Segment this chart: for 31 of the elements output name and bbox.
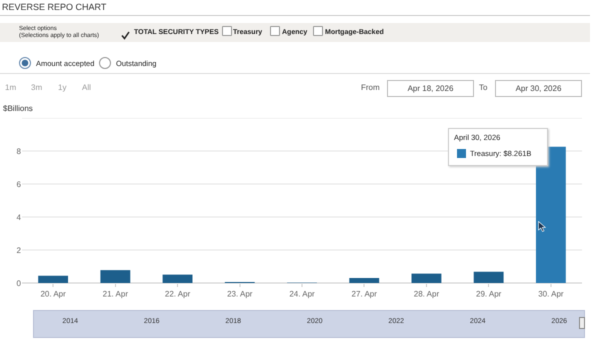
x-tick-label: 23. Apr: [227, 290, 253, 299]
y-tick-label: 0: [16, 278, 22, 288]
x-tick-label: 20. Apr: [40, 290, 66, 299]
y-tick-label: 4: [16, 212, 22, 222]
x-tick-label: 24. Apr: [289, 290, 316, 299]
text: 1y: [58, 83, 66, 92]
bar: [474, 272, 504, 283]
x-tick-label: 21. Apr: [102, 290, 128, 299]
y-tick-label: 2: [16, 246, 22, 255]
y-tick-label: 8: [16, 146, 22, 156]
text: 3m: [31, 83, 42, 92]
bar: [100, 270, 130, 283]
y-axis-title: $Billions: [3, 104, 33, 113]
y-tick-label: 6: [16, 180, 22, 189]
bar: [162, 274, 192, 283]
x-tick-label: 22. Apr: [164, 290, 191, 299]
bar: [349, 278, 380, 283]
x-tick-label: 28. Apr: [414, 290, 440, 299]
text: Apr 30, 2026: [495, 80, 582, 97]
text: From: [361, 83, 380, 92]
x-tick-label: 27. Apr: [352, 290, 378, 299]
text: Apr 18, 2026: [387, 80, 474, 97]
x-tick-label: 29. Apr: [476, 290, 502, 299]
text: To: [479, 83, 488, 92]
text: 1m: [5, 83, 16, 92]
chart-title: REVERSE REPO CHART: [2, 2, 106, 12]
bar: [38, 276, 68, 283]
text: All: [82, 83, 91, 92]
bar: [536, 146, 566, 283]
x-tick-label: 30. Apr: [538, 290, 564, 299]
bar: [412, 274, 442, 283]
